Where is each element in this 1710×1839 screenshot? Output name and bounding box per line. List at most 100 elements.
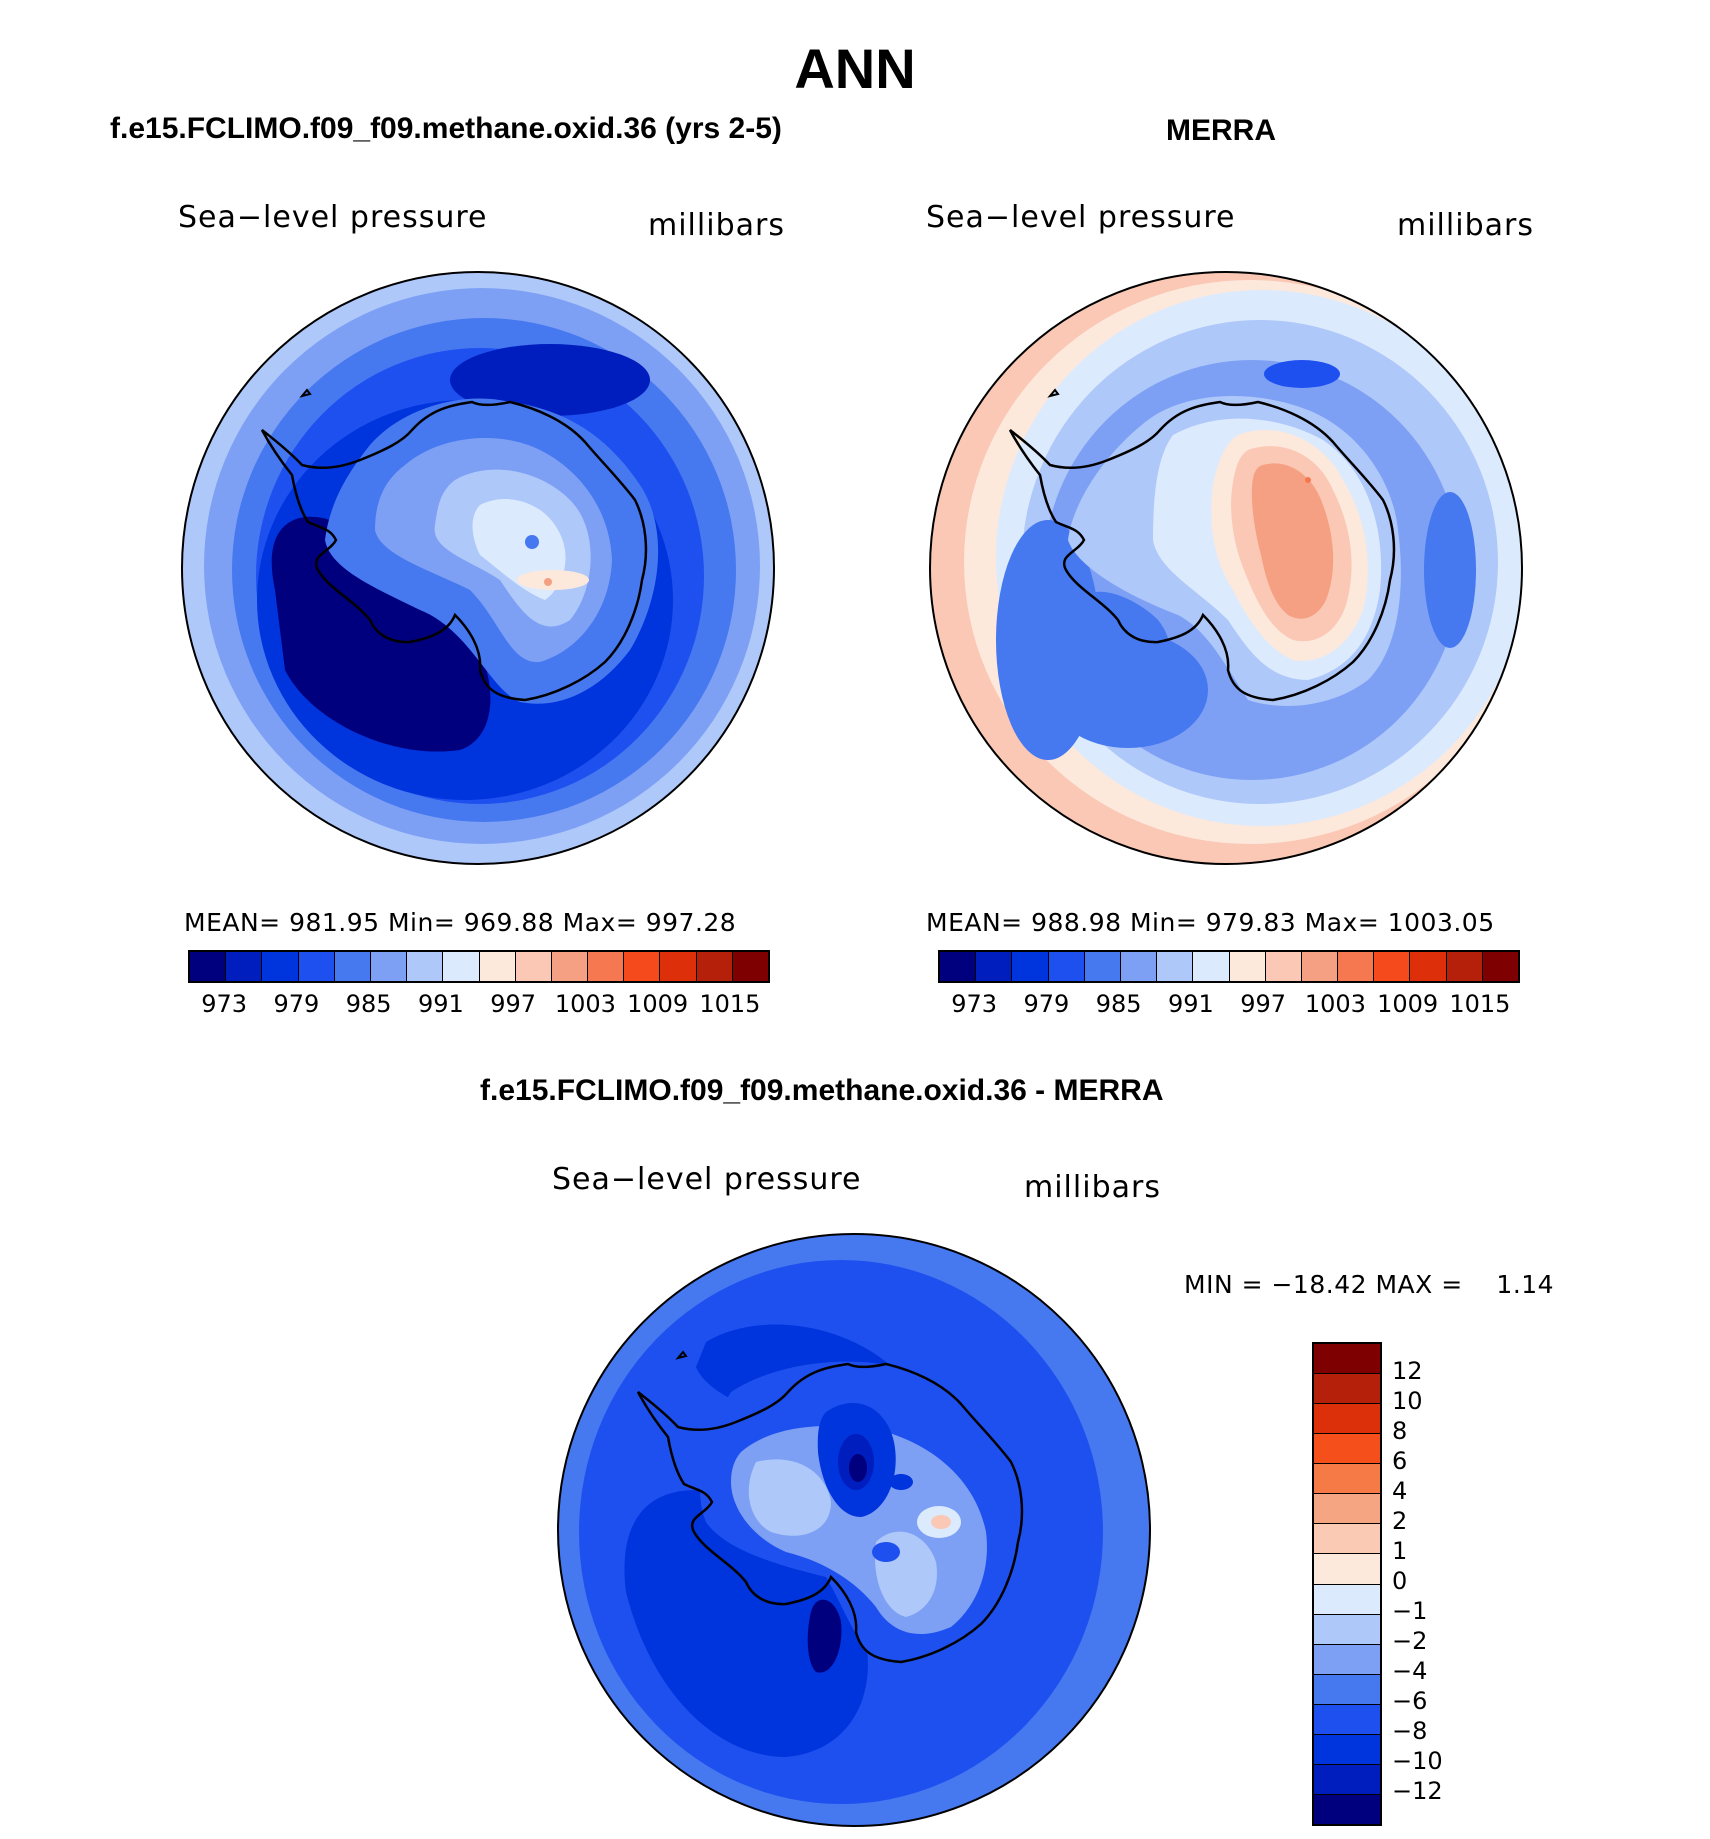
model-colorbar-segment xyxy=(298,952,335,981)
obs-colorbar-segment xyxy=(1446,952,1483,981)
figure-title: ANN xyxy=(794,37,916,100)
diff-land-3 xyxy=(748,1459,831,1536)
diff-colorbar-tick-label: −2 xyxy=(1392,1627,1428,1655)
model-colorbar-tick-label: 991 xyxy=(417,990,464,1018)
model-land-high xyxy=(517,570,589,590)
diff-colorbar xyxy=(1312,1342,1382,1826)
obs-colorbar-segment xyxy=(1482,952,1518,981)
diff-land-low-3 xyxy=(849,1454,867,1482)
obs-colorbar-segment xyxy=(1120,952,1158,981)
obs-colorbar-tick-label: 973 xyxy=(951,990,998,1018)
model-colorbar-tick-label: 973 xyxy=(201,990,248,1018)
model-colorbar-segment xyxy=(515,952,552,981)
obs-colorbar-segment xyxy=(1048,952,1085,981)
obs-colorbar-tick-label: 1009 xyxy=(1377,990,1439,1018)
obs-colorbar-segment xyxy=(1193,952,1230,981)
model-colorbar-tick-label: 1015 xyxy=(699,990,761,1018)
obs-colorbar-tick-label: 1003 xyxy=(1304,990,1366,1018)
diff-island xyxy=(675,1350,688,1360)
model-colorbar-segment xyxy=(479,952,516,981)
obs-colorbar-tick-label: 979 xyxy=(1023,990,1070,1018)
obs-island xyxy=(1047,388,1060,398)
obs-colorbar-segment xyxy=(1012,952,1049,981)
model-panel-title: f.e15.FCLIMO.f09_f09.methane.oxid.36 (yr… xyxy=(110,112,782,145)
diff-colorbar-segment xyxy=(1314,1734,1380,1765)
model-colorbar-segment xyxy=(370,952,408,981)
obs-land-5 xyxy=(1251,463,1334,619)
model-colorbar-tick-label: 1003 xyxy=(554,990,616,1018)
diff-east-band xyxy=(1076,1352,1150,1702)
diff-colorbar-segment xyxy=(1314,1644,1380,1675)
diff-colorbar-tick-label: −4 xyxy=(1392,1657,1428,1685)
model-colorbar xyxy=(188,950,770,983)
diff-variable-label: Sea−level pressure xyxy=(552,1162,862,1197)
obs-coastline xyxy=(1008,400,1396,702)
diff-colorbar-tick-label: 1 xyxy=(1392,1537,1408,1565)
obs-colorbar-segment xyxy=(1338,952,1375,981)
diff-colorbar-tick-label: 4 xyxy=(1392,1477,1408,1505)
diff-stats: MIN = −18.42 MAX = 1.14 xyxy=(1184,1270,1555,1299)
diff-land-low-5 xyxy=(872,1542,900,1562)
diff-colorbar-segment xyxy=(1314,1524,1380,1555)
diff-colorbar-segment xyxy=(1314,1584,1380,1615)
model-polar-map xyxy=(181,271,775,865)
diff-units-label: millibars xyxy=(1024,1170,1161,1205)
obs-low-south xyxy=(1048,632,1208,748)
diff-colorbar-segment xyxy=(1314,1344,1380,1375)
diff-colorbar-segment xyxy=(1314,1554,1380,1585)
obs-stats: MEAN= 988.98 Min= 979.83 Max= 1003.05 xyxy=(926,908,1495,937)
diff-colorbar-tick-label: 12 xyxy=(1392,1357,1423,1385)
diff-panel-title: f.e15.FCLIMO.f09_f09.methane.oxid.36 - M… xyxy=(480,1074,1164,1107)
diff-polar-map xyxy=(557,1233,1151,1827)
model-colorbar-tick-label: 997 xyxy=(490,990,537,1018)
model-island xyxy=(299,388,312,398)
diff-land-high-core xyxy=(931,1515,951,1529)
obs-variable-label: Sea−level pressure xyxy=(926,200,1236,235)
diff-colorbar-tick-label: −8 xyxy=(1392,1717,1428,1745)
model-units-label: millibars xyxy=(648,208,785,243)
model-colorbar-segment xyxy=(551,952,589,981)
obs-colorbar-segment xyxy=(940,952,977,981)
obs-map-border xyxy=(929,271,1523,865)
obs-colorbar-segment xyxy=(1374,952,1411,981)
diff-colorbar-segment xyxy=(1314,1494,1380,1525)
diff-colorbar-ticks: 12 10 8 6 4 2 1 0 −1 −2 −4 −6 −8 −10 −12 xyxy=(1392,1342,1472,1826)
model-colorbar-segment xyxy=(407,952,444,981)
model-colorbar-segment xyxy=(588,952,625,981)
diff-colorbar-segment xyxy=(1314,1674,1380,1705)
obs-colorbar-tick-label: 997 xyxy=(1240,990,1287,1018)
diff-colorbar-tick-label: −6 xyxy=(1392,1687,1428,1715)
diff-colorbar-segment xyxy=(1314,1404,1380,1435)
model-colorbar-segment xyxy=(190,952,227,981)
diff-land-low-6 xyxy=(889,1474,913,1490)
obs-low-east xyxy=(1424,492,1476,648)
diff-colorbar-segment xyxy=(1314,1614,1380,1645)
obs-low-north xyxy=(1264,360,1340,388)
diff-colorbar-segment xyxy=(1314,1464,1380,1495)
model-coastline xyxy=(260,400,648,702)
obs-colorbar-segment xyxy=(1084,952,1121,981)
obs-colorbar-segment xyxy=(1229,952,1266,981)
model-colorbar-ticks: 973 979 985 991 997 1003 1009 1015 xyxy=(188,990,766,1020)
model-colorbar-tick-label: 1009 xyxy=(627,990,689,1018)
model-map-border xyxy=(181,271,775,865)
model-variable-label: Sea−level pressure xyxy=(178,200,488,235)
obs-colorbar-segment xyxy=(1301,952,1339,981)
diff-colorbar-tick-label: −1 xyxy=(1392,1597,1428,1625)
obs-colorbar-segment xyxy=(1410,952,1447,981)
model-colorbar-segment xyxy=(696,952,733,981)
diff-colorbar-tick-label: −10 xyxy=(1392,1747,1443,1775)
obs-land-peak xyxy=(1305,477,1311,483)
model-colorbar-segment xyxy=(732,952,768,981)
diff-colorbar-tick-label: 8 xyxy=(1392,1417,1408,1445)
diff-colorbar-tick-label: 10 xyxy=(1392,1387,1423,1415)
model-colorbar-segment xyxy=(660,952,697,981)
diff-map-border xyxy=(557,1233,1151,1827)
model-colorbar-segment xyxy=(262,952,299,981)
model-colorbar-tick-label: 985 xyxy=(345,990,392,1018)
obs-colorbar-tick-label: 1015 xyxy=(1449,990,1511,1018)
diff-colorbar-segment xyxy=(1314,1374,1380,1405)
diff-colorbar-segment xyxy=(1314,1704,1380,1735)
obs-colorbar xyxy=(938,950,1520,983)
diff-colorbar-tick-label: 0 xyxy=(1392,1567,1408,1595)
